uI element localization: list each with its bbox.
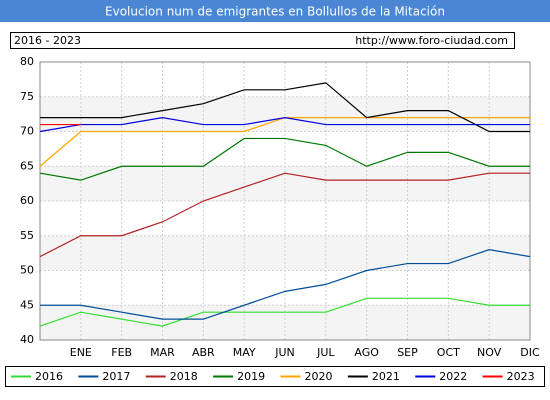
x-tick-label: ENE	[70, 346, 92, 359]
series-line	[39, 297, 530, 327]
x-tick-label: ABR	[192, 346, 215, 359]
x-tick-label: SEP	[397, 346, 418, 359]
legend-box	[5, 366, 545, 387]
series-line	[40, 82, 530, 133]
x-tick-label: JUL	[316, 346, 335, 359]
y-tick-label: 65	[20, 159, 34, 172]
chart-title: Evolucion num de emigrantes en Bollullos…	[105, 5, 445, 19]
y-tick-label: 75	[20, 90, 34, 103]
y-tick-label: 80	[20, 55, 34, 68]
series-line	[39, 137, 530, 181]
band	[40, 235, 530, 271]
y-tick-label: 55	[20, 229, 34, 242]
y-tick-label: 70	[20, 125, 34, 138]
header-box	[10, 32, 515, 49]
legend-label: 2019	[237, 370, 265, 383]
x-tick-label: MAR	[150, 346, 175, 359]
legend-label: 2021	[372, 370, 400, 383]
legend-label: 2023	[507, 370, 535, 383]
x-tick-label: JUN	[274, 346, 295, 359]
legend-label: 2018	[170, 370, 198, 383]
series-line	[39, 172, 530, 258]
legend-label: 2017	[102, 370, 130, 383]
y-tick-label: 45	[20, 298, 34, 311]
plot-frame	[39, 61, 531, 341]
x-tick-label: NOV	[477, 346, 502, 359]
title-bar	[0, 0, 550, 22]
legend-label: 2022	[439, 370, 467, 383]
x-tick-label: MAY	[233, 346, 256, 359]
x-tick-label: AGO	[354, 346, 379, 359]
source: http://www.foro-ciudad.com	[355, 34, 508, 47]
y-tick-label: 40	[20, 333, 34, 346]
x-tick-label: FEB	[111, 346, 132, 359]
legend-label: 2016	[35, 370, 63, 383]
series-line	[40, 249, 531, 320]
period: 2016 - 2023	[14, 34, 81, 47]
series-line	[39, 116, 530, 133]
x-tick-label: DIC	[520, 346, 540, 359]
y-tick-label: 60	[20, 194, 34, 207]
x-tick-label: OCT	[437, 346, 460, 359]
y-tick-label: 50	[20, 264, 34, 277]
legend-label: 2020	[305, 370, 333, 383]
